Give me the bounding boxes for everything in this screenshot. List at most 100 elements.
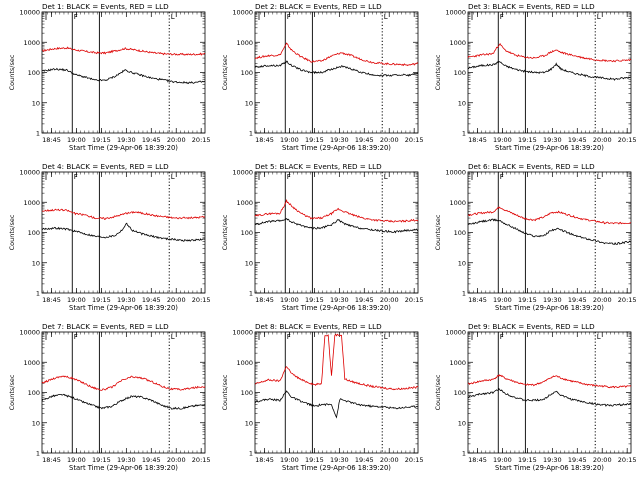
y-tick-label: 1000 bbox=[23, 199, 40, 207]
y-tick-label: 1 bbox=[36, 130, 40, 138]
y-tick-label: 10000 bbox=[19, 329, 40, 337]
time-marker-label: F bbox=[500, 13, 504, 21]
time-marker-label: F bbox=[74, 13, 78, 21]
time-marker-label: F bbox=[287, 173, 291, 181]
x-tick-label: 19:15 bbox=[92, 456, 111, 464]
lld-series-line bbox=[467, 43, 632, 63]
x-tick-label: 19:15 bbox=[92, 136, 111, 144]
x-tick-label: 19:00 bbox=[67, 136, 86, 144]
time-marker-label: L bbox=[171, 173, 175, 181]
x-axis-label: Start Time (29-Apr-06 18:39:20) bbox=[282, 464, 391, 472]
time-marker-label: F bbox=[500, 173, 504, 181]
x-axis-label: Start Time (29-Apr-06 18:39:20) bbox=[495, 304, 604, 312]
x-tick-label: 20:15 bbox=[192, 456, 211, 464]
x-tick-label: 20:00 bbox=[593, 136, 612, 144]
plot-frame bbox=[254, 331, 419, 454]
y-tick-label: 1000 bbox=[236, 359, 253, 367]
detector-plot-svg: Det 9: BLACK = Events, RED = LLD 1 10 100 10… bbox=[434, 322, 637, 472]
x-tick-label: 18:45 bbox=[255, 296, 274, 304]
y-tick-label: 10 bbox=[245, 99, 253, 107]
events-series-line bbox=[254, 60, 419, 77]
events-series-line bbox=[41, 222, 206, 242]
x-tick-label: 19:30 bbox=[543, 296, 562, 304]
y-tick-label: 1 bbox=[462, 130, 466, 138]
x-tick-label: 20:15 bbox=[192, 296, 211, 304]
x-tick-label: 20:00 bbox=[593, 296, 612, 304]
y-tick-label: 10000 bbox=[445, 169, 466, 177]
events-series-line bbox=[467, 387, 632, 407]
plot-frame bbox=[467, 11, 632, 134]
x-tick-label: 19:30 bbox=[117, 456, 136, 464]
detector-panel-2: Det 2: BLACK = Events, RED = LLD 1 10 100 10… bbox=[213, 0, 426, 160]
x-tick-label: 19:00 bbox=[280, 456, 299, 464]
y-tick-label: 1000 bbox=[236, 39, 253, 47]
y-tick-label: 10000 bbox=[232, 169, 253, 177]
detector-plot-svg: Det 7: BLACK = Events, RED = LLD 1 10 100 10… bbox=[8, 322, 211, 472]
x-tick-label: 19:45 bbox=[355, 136, 374, 144]
y-tick-label: 100 bbox=[454, 69, 466, 77]
detector-panel-1: Det 1: BLACK = Events, RED = LLD 1 10 100 10… bbox=[0, 0, 213, 160]
panel-title: Det 8: BLACK = Events, RED = LLD bbox=[255, 322, 382, 331]
x-tick-label: 19:00 bbox=[280, 296, 299, 304]
x-tick-label: 19:15 bbox=[518, 456, 537, 464]
x-tick-label: 19:30 bbox=[330, 136, 349, 144]
lld-series-line bbox=[254, 198, 419, 223]
y-axis-label: Counts/sec bbox=[8, 54, 16, 90]
y-tick-label: 10000 bbox=[19, 169, 40, 177]
x-tick-label: 19:15 bbox=[92, 296, 111, 304]
time-marker-label: L bbox=[384, 333, 388, 341]
x-tick-label: 19:45 bbox=[568, 296, 587, 304]
lld-series-line bbox=[467, 374, 632, 389]
x-tick-label: 18:45 bbox=[42, 136, 61, 144]
events-series-line bbox=[254, 390, 419, 419]
x-tick-label: 20:00 bbox=[167, 456, 186, 464]
y-tick-label: 10 bbox=[245, 419, 253, 427]
panel-title: Det 7: BLACK = Events, RED = LLD bbox=[42, 322, 169, 331]
time-marker-label: F bbox=[500, 333, 504, 341]
x-tick-label: 20:15 bbox=[405, 456, 424, 464]
x-tick-label: 19:30 bbox=[543, 456, 562, 464]
y-tick-label: 100 bbox=[241, 69, 253, 77]
y-tick-label: 1 bbox=[36, 450, 40, 458]
y-tick-label: 10000 bbox=[232, 329, 253, 337]
x-axis-label: Start Time (29-Apr-06 18:39:20) bbox=[495, 464, 604, 472]
x-tick-label: 19:45 bbox=[355, 456, 374, 464]
panel-title: Det 3: BLACK = Events, RED = LLD bbox=[468, 2, 595, 11]
detector-plot-svg: Det 4: BLACK = Events, RED = LLD 1 10 100 10… bbox=[8, 162, 211, 312]
x-axis-label: Start Time (29-Apr-06 18:39:20) bbox=[495, 144, 604, 152]
lld-series-line bbox=[467, 206, 631, 225]
plot-frame bbox=[41, 331, 206, 454]
x-tick-label: 20:15 bbox=[192, 136, 211, 144]
x-tick-label: 19:30 bbox=[330, 296, 349, 304]
x-axis-label: Start Time (29-Apr-06 18:39:20) bbox=[282, 144, 391, 152]
x-tick-label: 20:00 bbox=[167, 136, 186, 144]
y-tick-label: 100 bbox=[28, 229, 40, 237]
detector-plot-svg: Det 5: BLACK = Events, RED = LLD 1 10 100 10… bbox=[221, 162, 424, 312]
y-tick-label: 10 bbox=[32, 259, 40, 267]
panel-title: Det 9: BLACK = Events, RED = LLD bbox=[468, 322, 595, 331]
x-tick-label: 19:45 bbox=[568, 136, 587, 144]
x-tick-label: 19:45 bbox=[142, 136, 161, 144]
y-tick-label: 100 bbox=[241, 229, 253, 237]
y-tick-label: 1 bbox=[462, 450, 466, 458]
y-tick-label: 1000 bbox=[449, 39, 466, 47]
plot-frame bbox=[41, 171, 206, 294]
y-tick-label: 100 bbox=[454, 389, 466, 397]
x-tick-label: 20:00 bbox=[593, 456, 612, 464]
y-tick-label: 10 bbox=[32, 419, 40, 427]
y-tick-label: 1000 bbox=[449, 359, 466, 367]
y-tick-label: 1000 bbox=[236, 199, 253, 207]
x-tick-label: 19:15 bbox=[518, 296, 537, 304]
x-tick-label: 20:15 bbox=[618, 456, 637, 464]
x-axis-label: Start Time (29-Apr-06 18:39:20) bbox=[69, 144, 178, 152]
lld-series-line bbox=[41, 375, 206, 391]
events-series-line bbox=[254, 218, 419, 234]
x-tick-label: 19:00 bbox=[493, 456, 512, 464]
x-tick-label: 19:45 bbox=[355, 296, 374, 304]
detector-panel-6: Det 6: BLACK = Events, RED = LLD 1 10 100 10… bbox=[426, 160, 639, 320]
y-tick-label: 1000 bbox=[23, 359, 40, 367]
time-marker-label: L bbox=[384, 173, 388, 181]
lld-series-line bbox=[41, 208, 206, 220]
y-axis-label: Counts/sec bbox=[434, 374, 442, 410]
